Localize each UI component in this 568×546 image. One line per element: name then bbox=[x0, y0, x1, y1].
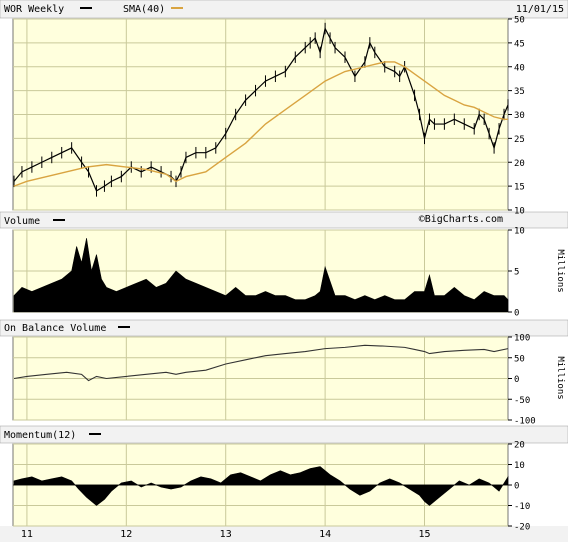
x-tick-label: 11 bbox=[21, 529, 33, 540]
obv-header-strip bbox=[0, 319, 568, 337]
chart-date: 11/01/15 bbox=[516, 4, 564, 15]
obv-ytick-label: 100 bbox=[514, 334, 530, 344]
price-line bbox=[13, 26, 509, 192]
volume-ytick-label: 5 bbox=[514, 268, 519, 278]
obv-ytick-label: 50 bbox=[514, 354, 525, 364]
obv-line bbox=[13, 344, 509, 382]
price-ytick-label: 10 bbox=[514, 207, 525, 217]
x-tick-label: 15 bbox=[418, 529, 430, 540]
momentum-ytick-label: 20 bbox=[514, 441, 525, 451]
volume-unit-label: Millions bbox=[555, 249, 565, 292]
volume-panel-label: Volume bbox=[4, 216, 40, 227]
momentum-ytick-label: -10 bbox=[514, 502, 530, 512]
x-tick-label: 12 bbox=[120, 529, 132, 540]
obv-ytick-label: -100 bbox=[514, 417, 536, 427]
x-tick-label: 14 bbox=[319, 529, 331, 540]
price-ytick-label: 30 bbox=[514, 111, 525, 121]
momentum-ytick-label: 10 bbox=[514, 461, 525, 471]
price-ytick-label: 35 bbox=[514, 87, 525, 97]
price-ytick-label: 15 bbox=[514, 183, 525, 193]
momentum-header-strip bbox=[0, 425, 568, 444]
volume-ytick-label: 0 bbox=[514, 309, 519, 319]
price-ytick-label: 45 bbox=[514, 39, 525, 49]
obv-panel-label: On Balance Volume bbox=[4, 323, 106, 334]
obv-unit-label: Millions bbox=[555, 356, 565, 399]
volume-area bbox=[13, 238, 509, 313]
x-axis-strip bbox=[0, 526, 568, 542]
obv-ytick-label: 0 bbox=[514, 375, 519, 385]
momentum-area bbox=[13, 466, 509, 506]
sma-label: SMA(40) bbox=[123, 4, 165, 15]
momentum-ytick-label: 0 bbox=[514, 482, 519, 492]
volume-ytick-label: 10 bbox=[514, 227, 525, 237]
sma-line bbox=[13, 61, 508, 187]
watermark: ©BigCharts.com bbox=[419, 214, 503, 225]
price-ytick-label: 20 bbox=[514, 159, 525, 169]
x-tick-label: 13 bbox=[220, 529, 232, 540]
momentum-panel-label: Momentum(12) bbox=[4, 430, 76, 441]
price-ytick-label: 40 bbox=[514, 63, 525, 73]
obv-ytick-label: -50 bbox=[514, 396, 530, 406]
ticker-label: WOR Weekly bbox=[4, 4, 64, 15]
price-ytick-label: 50 bbox=[514, 16, 525, 26]
momentum-ytick-label: -20 bbox=[514, 523, 530, 533]
volume-header-strip bbox=[0, 211, 568, 229]
price-ytick-label: 25 bbox=[514, 135, 525, 145]
price-header-strip bbox=[0, 0, 568, 19]
